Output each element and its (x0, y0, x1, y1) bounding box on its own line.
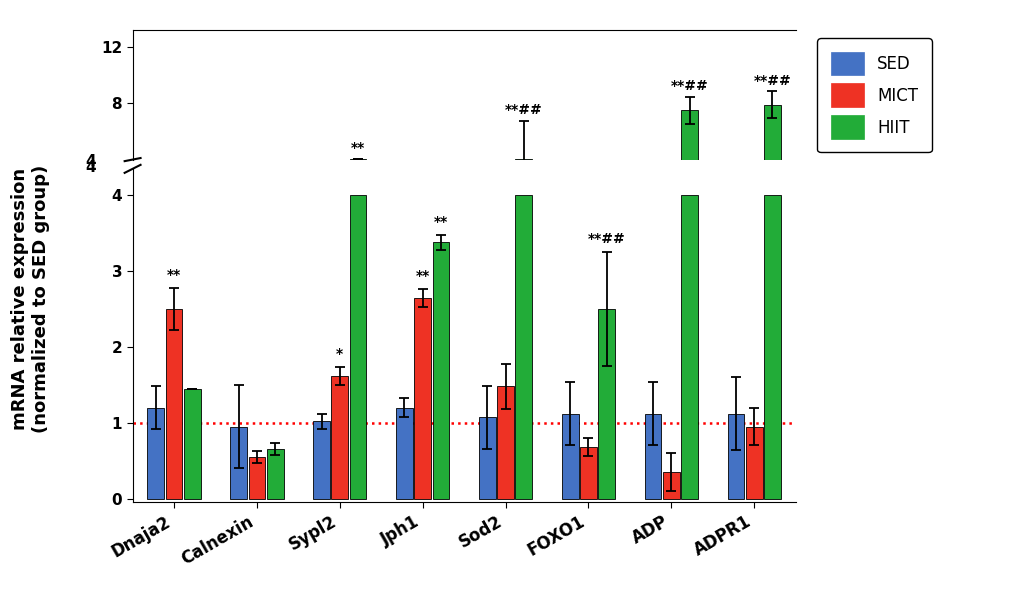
Bar (745, 426, 762, 499)
Bar (727, 414, 744, 499)
Bar (681, 196, 697, 499)
Bar (496, 386, 514, 499)
Text: **: ** (433, 215, 447, 228)
Bar (148, 408, 164, 499)
Text: *: * (336, 347, 343, 361)
Text: mRNA relative expression
(normalized to SED group): mRNA relative expression (normalized to … (11, 165, 50, 433)
Text: **##: **## (587, 232, 625, 246)
Bar (763, 105, 780, 216)
Bar (350, 159, 366, 216)
Text: 4: 4 (86, 154, 96, 169)
Text: **##: **## (753, 74, 791, 88)
Bar (763, 196, 780, 499)
Text: 4: 4 (86, 160, 96, 175)
Bar (432, 242, 448, 499)
Bar (515, 196, 532, 499)
Bar (165, 309, 182, 499)
Bar (183, 389, 201, 499)
Bar (350, 196, 366, 499)
Text: **: ** (415, 269, 429, 282)
Text: **##: **## (669, 80, 708, 93)
Bar (681, 110, 697, 216)
Bar (230, 426, 247, 499)
Bar (267, 449, 283, 499)
Bar (395, 408, 413, 499)
Bar (479, 417, 495, 499)
Text: **: ** (167, 268, 181, 282)
Bar (249, 457, 265, 499)
Bar (580, 447, 596, 499)
Bar (414, 298, 431, 499)
Bar (662, 472, 679, 499)
Bar (313, 421, 329, 499)
Bar (561, 414, 578, 499)
Legend: SED, MICT, HIIT: SED, MICT, HIIT (816, 38, 930, 152)
Bar (515, 159, 532, 216)
Text: **: ** (351, 141, 365, 155)
Bar (644, 414, 660, 499)
Text: **##: **## (504, 103, 542, 117)
Bar (331, 376, 347, 499)
Bar (598, 309, 614, 499)
